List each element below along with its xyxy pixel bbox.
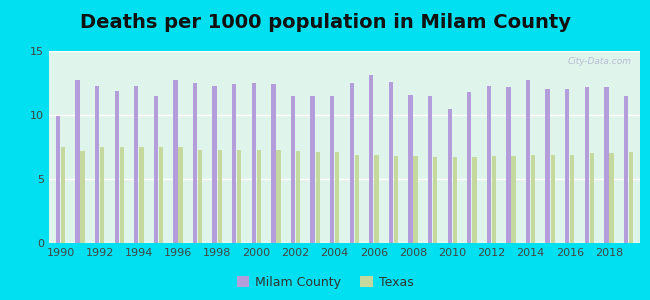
Bar [237, 150, 242, 243]
Bar [174, 80, 177, 243]
Bar [56, 116, 60, 243]
Bar [154, 96, 158, 243]
Text: Deaths per 1000 population in Milam County: Deaths per 1000 population in Milam Coun… [79, 14, 571, 32]
Bar [428, 96, 432, 243]
Bar [61, 147, 65, 243]
Bar [218, 150, 222, 243]
Text: City-Data.com: City-Data.com [567, 57, 631, 66]
Bar [139, 147, 144, 243]
Bar [413, 156, 418, 243]
Bar [291, 96, 295, 243]
Bar [193, 83, 197, 243]
Bar [95, 85, 99, 243]
Bar [198, 150, 202, 243]
Bar [114, 91, 119, 243]
Bar [609, 153, 614, 243]
Bar [551, 155, 555, 243]
Bar [590, 153, 594, 243]
Bar [120, 147, 124, 243]
Bar [350, 83, 354, 243]
Bar [467, 92, 471, 243]
Bar [526, 80, 530, 243]
Bar [565, 89, 569, 243]
Bar [394, 156, 398, 243]
Bar [252, 83, 256, 243]
Bar [311, 96, 315, 243]
Bar [213, 85, 217, 243]
Bar [629, 152, 633, 243]
Bar [433, 157, 437, 243]
Bar [271, 84, 276, 243]
Bar [81, 151, 84, 243]
Bar [369, 75, 374, 243]
Bar [408, 94, 413, 243]
Bar [472, 157, 476, 243]
Bar [335, 152, 339, 243]
Bar [355, 155, 359, 243]
Bar [159, 147, 163, 243]
Bar [492, 156, 496, 243]
Bar [452, 157, 457, 243]
Bar [512, 156, 515, 243]
Bar [257, 150, 261, 243]
Bar [330, 96, 334, 243]
Bar [75, 80, 80, 243]
Bar [374, 155, 378, 243]
Bar [178, 147, 183, 243]
Bar [447, 109, 452, 243]
Bar [134, 85, 138, 243]
Bar [570, 155, 575, 243]
Bar [296, 151, 300, 243]
Bar [232, 84, 237, 243]
Bar [487, 85, 491, 243]
Bar [624, 96, 628, 243]
Bar [276, 150, 281, 243]
Bar [584, 87, 589, 243]
Legend: Milam County, Texas: Milam County, Texas [231, 271, 419, 294]
Bar [531, 155, 535, 243]
Bar [389, 82, 393, 243]
Bar [315, 152, 320, 243]
Bar [545, 89, 550, 243]
Bar [506, 87, 511, 243]
Bar [604, 87, 608, 243]
Bar [100, 147, 105, 243]
